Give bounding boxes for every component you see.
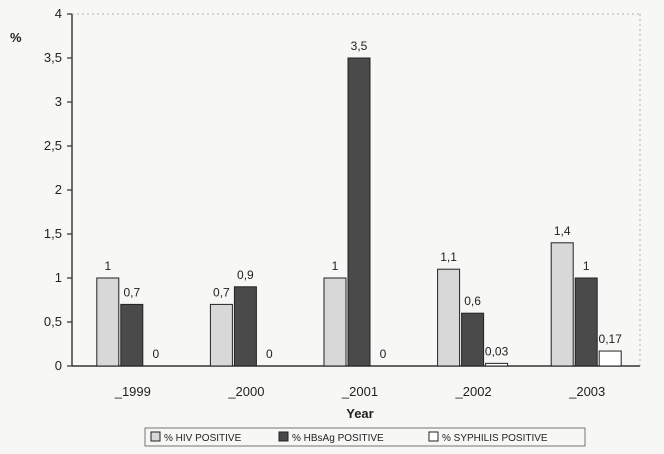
data-label: 1,4 [554,224,571,238]
legend-label: % SYPHILIS POSITIVE [442,433,548,444]
x-axis: _1999 _2000 _2001 _2002 _2003 [114,384,606,399]
bar-2-1999 [120,303,144,367]
data-label: 0,17 [599,332,623,346]
bar-1-2003 [550,242,574,367]
y-tick-label: 3,5 [44,50,62,65]
y-axis: 0 0,5 1 1,5 2 2,5 3 3,5 4 [44,6,72,373]
bar-1-2000 [209,303,233,367]
data-label: 3,5 [351,39,368,53]
y-tick-label: 2,5 [44,138,62,153]
data-label: 1 [104,259,111,273]
x-tick-label: _2000 [227,384,264,399]
legend-swatch [150,431,161,442]
y-tick-label: 4 [55,6,62,21]
data-label: 0,7 [123,285,140,299]
y-tick-label: 1,5 [44,226,62,241]
data-label: 0,6 [464,294,481,308]
legend-swatch [278,431,289,442]
bar-2-2000 [233,286,257,367]
bar-1-2001 [323,277,347,367]
y-tick-label: 0 [55,358,62,373]
legend: % HIV POSITIVE % HBsAg POSITIVE % SYPHILIS… [144,427,586,447]
data-label: 0,03 [485,344,509,358]
bar-2-2002 [461,312,485,367]
x-tick-label: _2003 [568,384,605,399]
data-label: 1 [332,259,339,273]
x-tick-label: _2001 [341,384,378,399]
x-tick-label: _2002 [455,384,492,399]
y-tick-label: 0,5 [44,314,62,329]
data-label: 0 [380,347,387,361]
bar-3-2002 [485,362,509,367]
bar-1-2002 [437,268,461,367]
y-tick-label: 1 [55,270,62,285]
x-axis-title: Year [346,406,373,421]
bar-1-1999 [96,277,120,367]
data-label: 1,1 [440,250,457,264]
legend-label: % HBsAg POSITIVE [292,433,384,444]
bar-2-2003 [574,277,598,367]
bars-layer [96,57,622,367]
y-tick-label: 3 [55,94,62,109]
bar-2-2001 [347,57,371,367]
bar-3-2003 [598,350,622,367]
legend-swatch [428,431,439,442]
data-label: 0,7 [213,285,230,299]
y-tick-label: 2 [55,182,62,197]
legend-box [144,427,586,447]
data-label: 1 [583,259,590,273]
y-axis-title: % [10,30,22,45]
x-tick-label: _1999 [114,384,151,399]
data-label: 0 [152,347,159,361]
legend-label: % HIV POSITIVE [164,433,242,444]
data-label: 0,9 [237,268,254,282]
data-label: 0 [266,347,273,361]
data-labels-layer: 1 0,7 0 0,7 0,9 0 1 3,5 0 1,1 0,6 0,03 1,4 1 0,17 [104,39,622,361]
